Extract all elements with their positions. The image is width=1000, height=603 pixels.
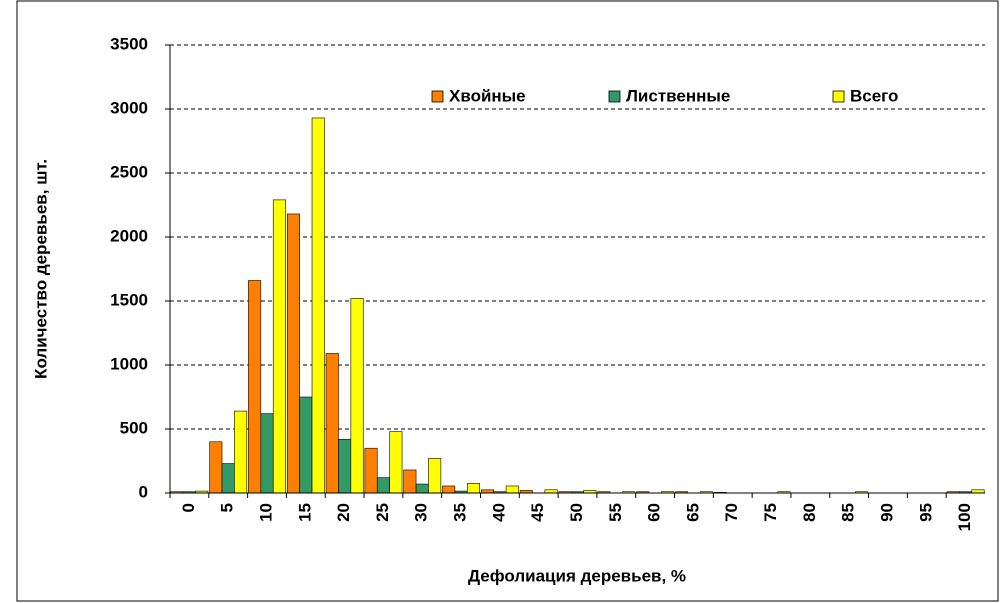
bar bbox=[209, 441, 223, 494]
bar bbox=[428, 458, 442, 494]
x-tick-label: 35 bbox=[451, 503, 470, 522]
x-tick-label: 90 bbox=[877, 503, 896, 522]
bar bbox=[338, 438, 352, 494]
bar bbox=[299, 396, 313, 494]
bar bbox=[272, 199, 286, 494]
bar bbox=[403, 469, 417, 494]
x-tick-label: 5 bbox=[218, 503, 237, 512]
x-tick-label: 20 bbox=[334, 503, 353, 522]
bar bbox=[286, 213, 300, 494]
x-tick-label: 0 bbox=[179, 503, 198, 512]
x-tick-label: 30 bbox=[412, 503, 431, 522]
y-tick-label: 3500 bbox=[110, 34, 148, 53]
bar bbox=[260, 413, 274, 494]
x-tick-label: 50 bbox=[567, 503, 586, 522]
bar bbox=[376, 477, 390, 494]
x-tick-label: 75 bbox=[761, 503, 780, 522]
x-tick-label: 25 bbox=[373, 503, 392, 522]
bar bbox=[505, 485, 519, 494]
bar bbox=[364, 447, 378, 494]
bar bbox=[234, 410, 248, 494]
bar bbox=[442, 485, 456, 494]
legend-label: Всего bbox=[850, 86, 898, 105]
y-tick-label: 2000 bbox=[110, 226, 148, 245]
x-tick-label: 80 bbox=[800, 503, 819, 522]
legend-label: Лиственные bbox=[626, 86, 730, 105]
bar bbox=[248, 280, 262, 494]
x-tick-label: 15 bbox=[295, 503, 314, 522]
x-tick-label: 60 bbox=[645, 503, 664, 522]
bar bbox=[415, 483, 429, 494]
y-tick-label: 1000 bbox=[110, 354, 148, 373]
legend-swatch bbox=[832, 90, 845, 103]
bar bbox=[325, 353, 339, 494]
x-tick-label: 70 bbox=[722, 503, 741, 522]
x-tick-label: 45 bbox=[528, 503, 547, 522]
x-tick-label: 85 bbox=[839, 503, 858, 522]
x-tick-label: 55 bbox=[606, 503, 625, 522]
y-tick-label: 1500 bbox=[110, 290, 148, 309]
y-tick-label: 2500 bbox=[110, 162, 148, 181]
legend-swatch bbox=[608, 90, 621, 103]
bar bbox=[221, 463, 235, 494]
y-axis-title: Количество деревьев, шт. bbox=[31, 159, 50, 379]
bar bbox=[389, 431, 403, 494]
y-tick-label: 0 bbox=[139, 482, 148, 501]
y-tick-label: 3000 bbox=[110, 98, 148, 117]
legend-swatch bbox=[431, 90, 444, 103]
x-tick-label: 65 bbox=[683, 503, 702, 522]
x-tick-label: 40 bbox=[489, 503, 508, 522]
legend-label: Хвойные bbox=[449, 86, 526, 105]
bar bbox=[350, 298, 364, 494]
x-tick-label: 100 bbox=[955, 503, 974, 531]
x-tick-label: 95 bbox=[916, 503, 935, 522]
x-tick-label: 10 bbox=[257, 503, 276, 522]
y-tick-label: 500 bbox=[120, 418, 148, 437]
x-axis-title: Дефолиация деревьев, % bbox=[468, 566, 686, 585]
bar bbox=[311, 117, 325, 494]
bar bbox=[466, 483, 480, 494]
